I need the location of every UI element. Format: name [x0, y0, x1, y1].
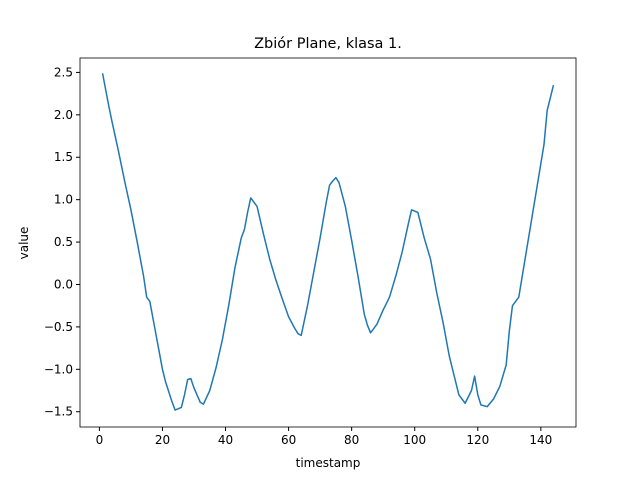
x-tick-label: 60: [281, 433, 296, 447]
chart-title: Zbiór Plane, klasa 1.: [254, 36, 402, 52]
y-tick-label: 1.0: [54, 193, 73, 207]
x-tick-label: 40: [218, 433, 233, 447]
x-tick-label: 80: [344, 433, 359, 447]
x-tick-label: 0: [96, 433, 104, 447]
y-tick-label: 0.5: [54, 235, 73, 249]
y-tick-label: 0.0: [54, 277, 73, 291]
y-tick-label: −1.5: [44, 405, 73, 419]
x-tick-label: 140: [529, 433, 552, 447]
y-tick-label: 2.5: [54, 65, 73, 79]
x-tick-label: 20: [155, 433, 170, 447]
y-tick-label: 2.0: [54, 108, 73, 122]
plot-frame: [79, 57, 577, 428]
x-axis-label: timestamp: [296, 456, 361, 470]
x-tick-label: 100: [403, 433, 426, 447]
y-tick-label: −1.0: [44, 362, 73, 376]
y-tick-label: −0.5: [44, 320, 73, 334]
y-tick-label: 1.5: [54, 150, 73, 164]
data-line: [101, 73, 555, 411]
x-tick-label: 120: [466, 433, 489, 447]
y-axis-label: value: [17, 227, 31, 260]
